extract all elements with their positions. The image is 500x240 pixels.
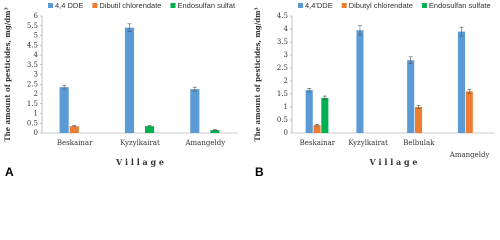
bar bbox=[69, 126, 79, 133]
bar bbox=[321, 97, 329, 133]
y-tick-label: 2 bbox=[34, 90, 38, 98]
x-tick-label: Beskainar bbox=[300, 139, 336, 147]
bar bbox=[457, 31, 466, 134]
bar bbox=[124, 27, 135, 134]
y-tick-label: 1.5 bbox=[27, 100, 38, 108]
legend-label: Dibutil chlorendate bbox=[99, 1, 161, 10]
y-tick-label: 5.5 bbox=[27, 22, 38, 30]
y-tick-label: 4.5 bbox=[27, 41, 38, 49]
error-bar bbox=[212, 129, 217, 131]
y-tick-label: 4 bbox=[34, 51, 39, 59]
error-bar bbox=[408, 56, 413, 64]
x-axis-label: V i l l a g e bbox=[115, 157, 164, 167]
legend-label: Endosulfan sulfate bbox=[429, 1, 491, 10]
y-tick-label: 0 bbox=[34, 129, 38, 137]
y-tick-label: 5 bbox=[34, 32, 38, 40]
panel-label: A bbox=[5, 165, 14, 179]
error-bar bbox=[416, 105, 421, 109]
y-tick-label: 0.5 bbox=[27, 119, 38, 127]
legend-label: 4,4 DDE bbox=[55, 1, 83, 10]
y-tick-label: 6 bbox=[34, 12, 39, 20]
y-tick-label: 1 bbox=[34, 110, 38, 118]
error-bar bbox=[322, 95, 327, 101]
bar bbox=[210, 130, 220, 133]
x-axis-label: V i l l a g e bbox=[369, 157, 418, 167]
y-tick-label: 3 bbox=[34, 71, 38, 79]
bar bbox=[465, 91, 473, 133]
error-bar bbox=[192, 86, 197, 92]
bar bbox=[313, 125, 321, 133]
x-tick-label: Beskainar bbox=[57, 139, 93, 147]
error-bar bbox=[467, 89, 472, 94]
y-tick-label: 4 bbox=[284, 25, 289, 33]
legend-swatch bbox=[298, 3, 303, 8]
bar bbox=[407, 60, 415, 134]
y-tick-label: 2 bbox=[284, 77, 288, 85]
y-tick-label: 4.5 bbox=[277, 12, 288, 20]
legend-swatch bbox=[421, 3, 427, 8]
bar bbox=[59, 87, 69, 133]
error-bar bbox=[72, 125, 77, 128]
y-tick-label: 3.5 bbox=[27, 61, 38, 69]
error-bar bbox=[127, 23, 132, 32]
y-tick-label: 0 bbox=[284, 129, 288, 137]
x-tick-label: Kyzylkairat bbox=[120, 139, 160, 147]
legend-swatch bbox=[341, 3, 347, 8]
error-bar bbox=[147, 125, 152, 128]
y-tick-label: 1 bbox=[284, 103, 288, 111]
x-tick-label: Belbulak bbox=[403, 139, 435, 147]
error-bar bbox=[459, 26, 464, 37]
bar bbox=[190, 89, 200, 133]
y-tick-label: 0.5 bbox=[277, 116, 288, 124]
legend-label: Dibutyl chlorendate bbox=[349, 1, 413, 10]
x-tick-label: Kyzylkairat bbox=[348, 139, 388, 147]
legend-swatch bbox=[92, 3, 98, 8]
y-tick-label: 2.5 bbox=[277, 64, 288, 72]
y-tick-label: 3.5 bbox=[277, 38, 288, 46]
legend-swatch bbox=[170, 3, 176, 8]
bar bbox=[145, 126, 155, 133]
error-bar bbox=[62, 84, 67, 90]
x-tick-label: Amangeldy bbox=[449, 151, 490, 159]
x-tick-label: Amangeldy bbox=[184, 139, 225, 147]
y-tick-label: 3 bbox=[284, 51, 288, 59]
y-axis-label: The amount of pesticides, mg/dm³ bbox=[3, 7, 12, 141]
y-tick-label: 1.5 bbox=[277, 90, 288, 98]
bar bbox=[356, 30, 364, 133]
legend-label: 4,4'DDE bbox=[305, 1, 333, 10]
y-axis-label: The amount of pesticides, mg/dm³ bbox=[253, 7, 262, 141]
error-bar bbox=[307, 87, 312, 93]
y-tick-label: 2.5 bbox=[27, 80, 38, 88]
legend-swatch bbox=[48, 3, 53, 8]
legend-label: Endosulfan sulfat bbox=[177, 1, 235, 10]
error-bar bbox=[357, 25, 362, 36]
error-bar bbox=[315, 124, 320, 127]
panel-label: B bbox=[255, 165, 264, 179]
bar bbox=[414, 107, 423, 133]
bar bbox=[305, 90, 313, 133]
